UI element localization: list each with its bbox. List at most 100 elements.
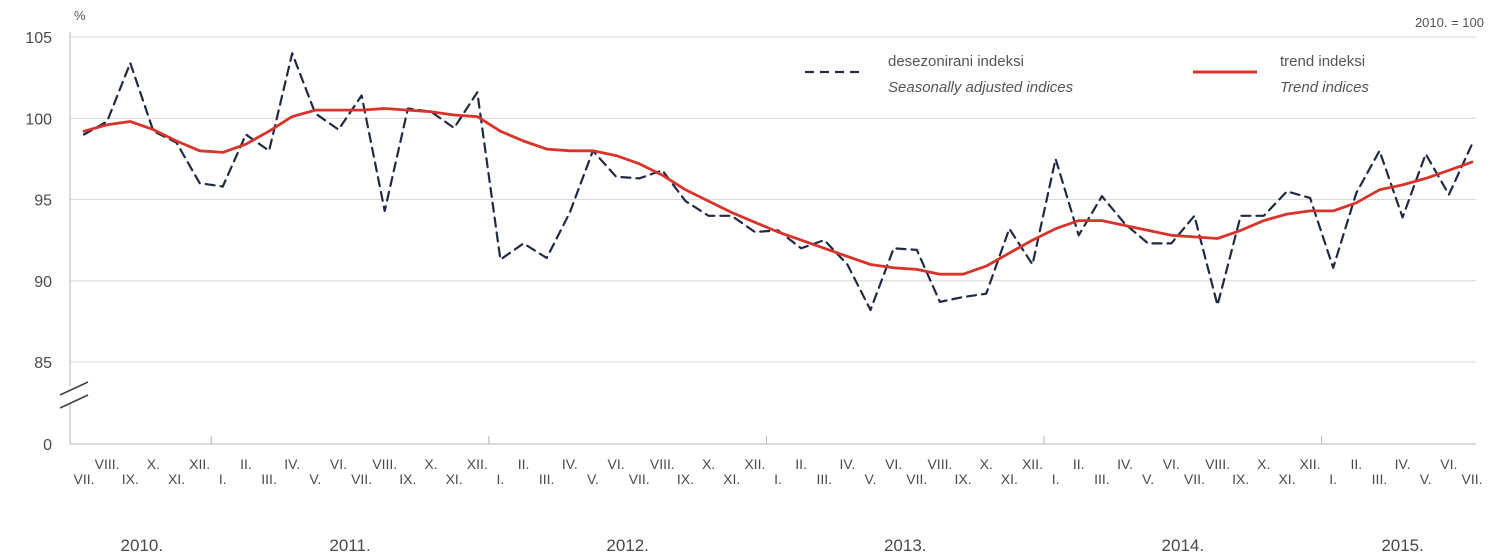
data-point (384, 107, 386, 109)
data-point (83, 130, 85, 132)
x-tick-month-label: IX. (677, 471, 694, 487)
base-note: 2010. = 100 (1415, 15, 1484, 30)
x-tick-month-label: V. (1142, 471, 1154, 487)
data-point (892, 247, 894, 249)
data-point (916, 268, 918, 270)
data-point (1355, 192, 1357, 194)
x-tick-month-label: V. (309, 471, 321, 487)
series-line (82, 107, 1474, 276)
data-point (869, 263, 871, 265)
legend-item-seasonally-adjusted: desezonirani indeksi Seasonally adjusted… (805, 53, 1074, 96)
data-point (1355, 202, 1357, 204)
data-point (1471, 143, 1473, 145)
data-point (985, 265, 987, 267)
data-point (522, 242, 524, 244)
x-tick-month-label: VI. (608, 456, 625, 472)
data-point (1193, 215, 1195, 217)
data-point (800, 247, 802, 249)
x-tick-month-label: X. (424, 456, 437, 472)
series-line (82, 52, 1474, 312)
data-point (846, 263, 848, 265)
data-point (1124, 224, 1126, 226)
data-point (314, 112, 316, 114)
x-tick-month-label: IV. (562, 456, 578, 472)
x-tick-month-label: IX. (122, 471, 139, 487)
data-point (1448, 169, 1450, 171)
x-tick-month-label: III. (816, 471, 832, 487)
data-point (661, 174, 663, 176)
legend: desezonirani indeksi Seasonally adjusted… (805, 53, 1369, 96)
data-point (1031, 239, 1033, 241)
x-tick-month-label: VI. (1163, 456, 1180, 472)
x-tick-month-label: II. (518, 456, 530, 472)
x-tick-month-label: IX. (399, 471, 416, 487)
data-point (638, 177, 640, 179)
x-tick-month-label: I. (219, 471, 227, 487)
data-point (314, 109, 316, 111)
data-point (1054, 158, 1056, 160)
y-tick-label: 85 (34, 355, 52, 372)
x-tick-month-label: IV. (839, 456, 855, 472)
x-tick-month-label: X. (147, 456, 160, 472)
data-point (684, 200, 686, 202)
data-point (569, 150, 571, 152)
data-point (1170, 242, 1172, 244)
data-point (985, 293, 987, 295)
x-tick-month-label: V. (1420, 471, 1432, 487)
legend-item-trend: trend indeksi Trend indices (1193, 53, 1369, 96)
data-point (175, 140, 177, 142)
x-axis-ticks: VII.VIII.IX.X.XI.XII.I.II.III.IV.V.VI.VI… (73, 436, 1483, 555)
x-tick-year-label: 2010. (121, 536, 164, 555)
data-point (430, 111, 432, 113)
data-point (83, 133, 85, 135)
data-point (106, 124, 108, 126)
x-tick-month-label: IX. (955, 471, 972, 487)
x-tick-month-label: VIII. (95, 456, 120, 472)
x-tick-month-label: III. (539, 471, 555, 487)
data-point (869, 309, 871, 311)
data-point (129, 120, 131, 122)
data-point (1471, 161, 1473, 163)
x-tick-month-label: XII. (1300, 456, 1321, 472)
data-point (939, 301, 941, 303)
x-tick-month-label: VII. (629, 471, 650, 487)
data-point (1239, 215, 1241, 217)
axes (59, 32, 1476, 445)
data-point (268, 130, 270, 132)
data-point (1101, 219, 1103, 221)
series-trend (82, 107, 1474, 276)
x-tick-month-label: XI. (1278, 471, 1295, 487)
data-point (1332, 210, 1334, 212)
x-tick-month-label: XI. (1001, 471, 1018, 487)
x-tick-month-label: VIII. (927, 456, 952, 472)
data-point (1078, 234, 1080, 236)
data-point (661, 169, 663, 171)
data-point (360, 109, 362, 111)
data-point (1286, 190, 1288, 192)
x-tick-month-label: III. (261, 471, 277, 487)
data-point (499, 258, 501, 260)
data-point (245, 133, 247, 135)
data-point (1401, 184, 1403, 186)
data-point (1147, 229, 1149, 231)
data-point (939, 273, 941, 275)
x-tick-month-label: VI. (330, 456, 347, 472)
x-tick-month-label: II. (795, 456, 807, 472)
data-point (569, 211, 571, 213)
data-point (1193, 236, 1195, 238)
data-point (476, 91, 478, 93)
data-point (152, 128, 154, 130)
y-tick-label: 95 (34, 193, 52, 210)
data-point (823, 247, 825, 249)
x-tick-month-label: II. (240, 456, 252, 472)
x-tick-month-label: X. (980, 456, 993, 472)
data-point (407, 109, 409, 111)
x-tick-month-label: XI. (723, 471, 740, 487)
x-tick-month-label: IV. (1117, 456, 1133, 472)
data-point (892, 267, 894, 269)
data-point (731, 211, 733, 213)
data-point (1425, 153, 1427, 155)
data-point (1448, 193, 1450, 195)
data-point (1401, 216, 1403, 218)
